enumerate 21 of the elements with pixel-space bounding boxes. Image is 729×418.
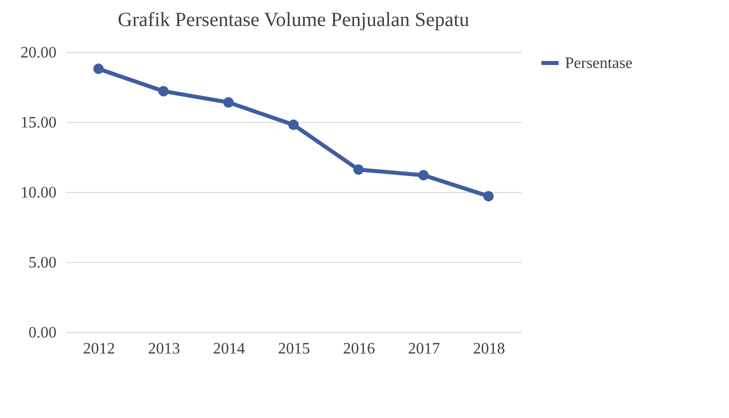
point: [158, 86, 169, 96]
x-tick-label: 2017: [408, 340, 440, 358]
x-tick-label: 2016: [343, 340, 375, 358]
y-tick-label: 10.00: [20, 184, 56, 202]
x-tick-label: 2018: [473, 340, 505, 358]
x-tick-label: 2012: [83, 340, 115, 358]
y-tick-label: 15.00: [20, 114, 56, 132]
point: [223, 97, 234, 108]
x-tick-label: 2013: [148, 340, 180, 358]
point: [93, 64, 104, 74]
y-tick-label: 5.00: [28, 254, 56, 272]
x-tick-label: 2015: [278, 340, 310, 358]
y-tick-label: 0.00: [28, 324, 56, 342]
point: [353, 164, 364, 175]
x-tick-label: 2014: [213, 340, 245, 358]
point: [288, 120, 299, 130]
point: [418, 170, 429, 180]
point: [483, 190, 494, 202]
y-tick-label: 20.00: [20, 44, 56, 62]
chart-title: Grafik Persentase Volume Penjualan Sepatu: [118, 9, 470, 31]
legend-label: Persentase: [565, 55, 633, 72]
